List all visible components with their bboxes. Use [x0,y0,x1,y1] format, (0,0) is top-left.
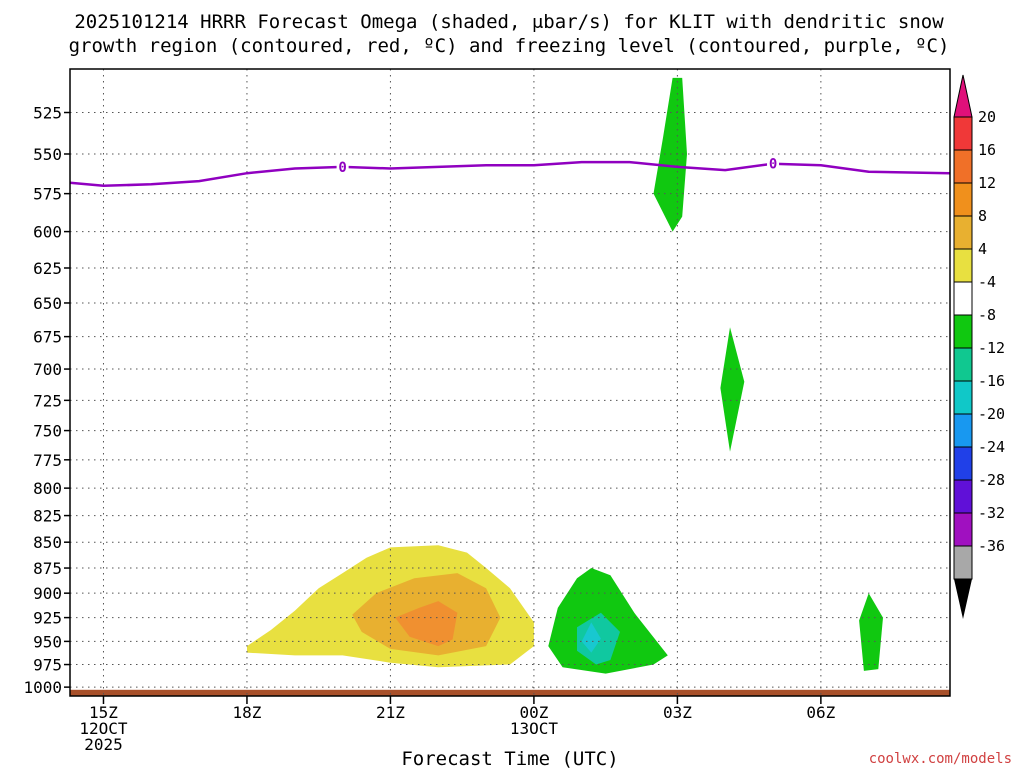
y-tick-label-625: 625 [33,259,62,278]
omega-region-7 [720,327,745,452]
colorbar-label-2: 12 [978,174,996,192]
freezing-level-line [69,160,951,188]
freezing-level-label-1: 0 [769,157,777,173]
x-axis-label: Forecast Time (UTC) [401,748,618,768]
y-tick-label-700: 700 [33,360,62,379]
x-tick-label-15-0: 15Z [89,703,118,722]
x-tick-label-18-0: 18Z [233,703,262,722]
surface-fill [70,689,950,696]
y-tick-label-525: 525 [33,104,62,123]
colorbar: 20 16 12 8 4 -4 -8 -12 -16 -20 -24 -28 -32 -36 [953,74,1005,619]
y-tick-label-550: 550 [33,145,62,164]
y-tick-label-800: 800 [33,479,62,498]
colorbar-label-11: -28 [978,471,1005,489]
y-tick-label-900: 900 [33,584,62,603]
colorbar-label-3: 8 [978,207,987,225]
chart-title-line2: growth region (contoured, red, ºC) and f… [69,35,950,57]
freezing-level-label-0: 0 [338,160,346,176]
grid-lines [70,69,950,696]
colorbar-label-5: -4 [978,273,996,291]
y-tick-label-950: 950 [33,632,62,651]
colorbar-label-7: -12 [978,339,1005,357]
colorbar-bottom-arrow [954,579,972,619]
y-tick-label-675: 675 [33,328,62,347]
omega-region-8 [859,593,883,671]
colorbar-label-12: -32 [978,504,1005,522]
colorbar-segment-10 [953,446,973,481]
y-axis-ticks: 525 550 575 600 625 650 675 700 725 750 775 800 825 8… [23,104,70,697]
colorbar-segment-2 [953,182,973,217]
colorbar-segment-7 [953,347,973,382]
y-tick-label-750: 750 [33,422,62,441]
freezing-label-bg-0 [336,158,349,173]
y-tick-label-925: 925 [33,609,62,628]
colorbar-label-8: -16 [978,372,1005,390]
y-tick-label-825: 825 [33,507,62,526]
plot-frame [69,68,951,697]
colorbar-label-1: 16 [978,141,996,159]
y-tick-label-725: 725 [33,391,62,410]
x-tick-label-30-0: 06Z [806,703,835,722]
x-tick-label-24-0: 00Z [519,703,548,722]
colorbar-top-arrow [953,74,973,118]
x-tick-label-27-0: 03Z [663,703,692,722]
colorbar-label-4: 4 [978,240,987,258]
y-tick-label-875: 875 [33,559,62,578]
colorbar-segment-4 [953,248,973,283]
colorbar-label-0: 20 [978,108,996,126]
colorbar-segment-0 [953,116,973,151]
omega-region-2 [395,601,458,647]
colorbar-label-9: -20 [978,405,1005,423]
y-tick-label-575: 575 [33,185,62,204]
colorbar-segment-12 [953,512,973,547]
y-tick-label-600: 600 [33,223,62,242]
credit-text: coolwx.com/models [869,751,1012,767]
y-tick-label-975: 975 [33,656,62,675]
x-tick-label-15-2: 2025 [84,735,123,754]
freezing-label-bg-1 [767,155,780,170]
colorbar-segment-8 [953,380,973,415]
colorbar-label-13: -36 [978,537,1005,555]
colorbar-segment-5 [953,281,973,316]
colorbar-label-6: -8 [978,306,996,324]
x-tick-label-21-0: 21Z [376,703,405,722]
omega-region-5 [581,622,601,653]
y-tick-label-850: 850 [33,533,62,552]
y-tick-label-650: 650 [33,294,62,313]
chart-title-line1: 2025101214 HRRR Forecast Omega (shaded, … [74,11,944,33]
y-tick-label-1000: 1000 [23,678,62,697]
colorbar-segment-6 [953,314,973,349]
colorbar-segment-11 [953,479,973,514]
y-tick-label-775: 775 [33,451,62,470]
x-tick-label-24-1: 13OCT [510,719,559,738]
omega-shading [247,77,883,674]
colorbar-label-10: -24 [978,438,1005,456]
colorbar-segment-13 [953,545,973,580]
colorbar-segment-3 [953,215,973,250]
surface-band [70,689,950,696]
omega-region-6 [653,77,687,232]
colorbar-segment-9 [953,413,973,448]
x-tick-label-15-1: 12OCT [79,719,128,738]
colorbar-segment-1 [953,149,973,184]
